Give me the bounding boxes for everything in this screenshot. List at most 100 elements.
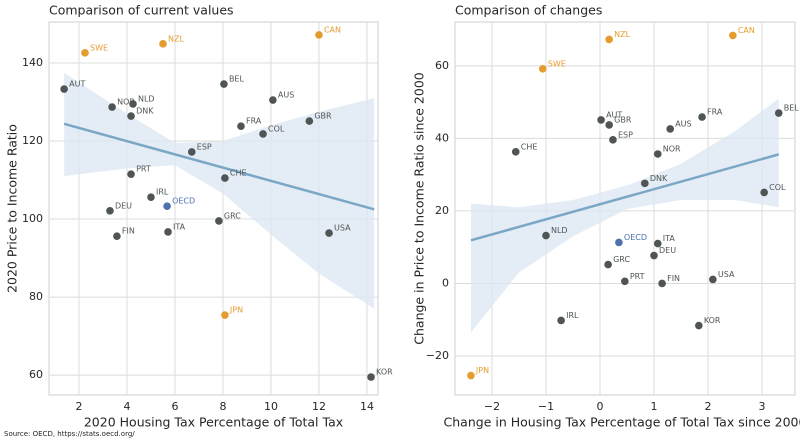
point — [215, 217, 223, 225]
point-label: OECD — [624, 233, 647, 242]
point — [163, 202, 171, 210]
point-label: GBR — [314, 112, 332, 121]
point-label: FIN — [122, 227, 135, 236]
point — [605, 35, 613, 44]
plot-frame — [454, 21, 796, 396]
x-tick-label: −1 — [538, 400, 554, 413]
point — [597, 116, 605, 124]
point — [60, 85, 68, 93]
point — [542, 231, 550, 240]
point-label: IRL — [566, 311, 579, 320]
point-label: CHE — [230, 169, 247, 178]
point — [605, 121, 613, 129]
y-tick-label: 80 — [29, 290, 43, 303]
x-axis-title: 2020 Housing Tax Percentage of Total Tax — [84, 415, 343, 430]
x-tick-label: 1 — [650, 400, 657, 413]
point-label: PRT — [136, 165, 151, 174]
point — [729, 31, 737, 40]
point — [237, 122, 245, 130]
point-label: DNK — [650, 174, 668, 183]
y-tick-label: 20 — [435, 204, 449, 217]
y-tick-label: 40 — [435, 131, 449, 144]
point — [221, 311, 229, 319]
point-label: COL — [268, 124, 285, 133]
point-label: GRC — [224, 211, 241, 220]
point — [511, 148, 520, 156]
point — [666, 125, 675, 133]
point — [106, 207, 114, 215]
y-tick-label: 100 — [22, 212, 43, 225]
source-note: Source: OECD, https://stats.oecd.org/ — [4, 430, 135, 438]
x-tick-label: 12 — [312, 400, 326, 413]
point-label: SWE — [90, 43, 108, 52]
point-label: GBR — [614, 115, 632, 124]
point-label: DEU — [659, 246, 676, 255]
point — [315, 31, 323, 39]
point-label: USA — [718, 270, 735, 279]
point-label: ITA — [173, 222, 186, 231]
x-tick-label: 2 — [75, 400, 82, 413]
point-label: BEL — [229, 75, 245, 84]
point — [220, 80, 228, 88]
point-label: ESP — [197, 142, 212, 151]
x-tick-label: 2 — [705, 400, 712, 413]
point — [164, 228, 172, 236]
point — [467, 371, 475, 380]
point — [653, 150, 662, 158]
y-tick-label: −20 — [426, 349, 449, 362]
point — [709, 275, 717, 284]
point — [108, 103, 116, 111]
point-label: KOR — [704, 316, 721, 325]
point-label: JPN — [229, 306, 243, 315]
y-tick-label: 60 — [435, 59, 449, 72]
point — [615, 238, 623, 247]
point-label: NLD — [551, 226, 568, 235]
point-label: NZL — [614, 30, 630, 39]
point — [658, 279, 666, 288]
point-label: BEL — [784, 104, 800, 113]
y-tick-label: 140 — [22, 56, 43, 69]
plot-frame — [48, 21, 379, 396]
y-tick-label: 120 — [22, 134, 43, 147]
point — [147, 193, 155, 201]
point — [760, 188, 768, 197]
point-label: NOR — [117, 98, 135, 107]
point-label: DEU — [115, 201, 132, 210]
point-label: SWE — [548, 59, 566, 68]
point-label: OECD — [172, 197, 195, 206]
point — [698, 113, 706, 121]
point-label: COL — [769, 183, 786, 192]
point-label: CAN — [324, 25, 341, 34]
point — [695, 321, 703, 330]
point-label: FRA — [246, 117, 262, 126]
confidence-band — [470, 98, 779, 333]
point — [81, 49, 89, 57]
x-tick-label: 0 — [596, 400, 603, 413]
point-label: GRC — [613, 255, 630, 264]
point — [653, 239, 662, 248]
point — [129, 100, 137, 108]
point-label: NOR — [663, 144, 681, 153]
x-tick-label: 4 — [123, 400, 130, 413]
point — [325, 229, 333, 237]
x-axis-title: Change in Housing Tax Percentage of Tota… — [444, 415, 800, 430]
point-label: AUS — [675, 119, 691, 128]
point-label: ESP — [618, 130, 633, 139]
point — [538, 64, 547, 73]
point-label: KOR — [376, 368, 393, 377]
point — [259, 130, 267, 138]
point-label: FRA — [707, 108, 723, 117]
regression-line — [63, 122, 375, 211]
point-label: NLD — [138, 94, 155, 103]
point — [367, 373, 375, 381]
y-tick-label: 60 — [29, 368, 43, 381]
point-label: USA — [334, 224, 351, 233]
x-tick-label: 8 — [219, 400, 226, 413]
point-label: AUT — [606, 110, 622, 119]
chart-title: Comparison of changes — [455, 3, 602, 18]
point — [113, 232, 121, 241]
point-label: JPN — [475, 366, 489, 375]
point — [305, 117, 314, 125]
point — [187, 148, 196, 156]
